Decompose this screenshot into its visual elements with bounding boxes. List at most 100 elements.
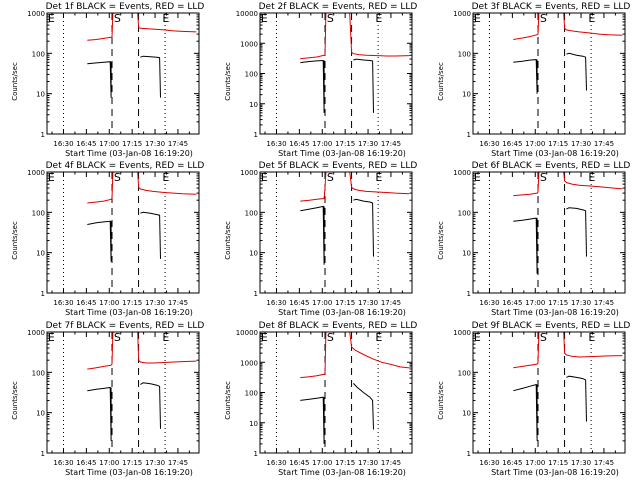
- y-tick-label: 10: [249, 250, 258, 258]
- y-axis-label: Counts/sec: [224, 62, 232, 101]
- x-tick-label: 17:45: [168, 459, 188, 467]
- x-tick-label: 16:30: [266, 299, 286, 307]
- y-axis-label: Counts/sec: [11, 62, 19, 101]
- attenuator-marker-s: S: [540, 171, 547, 184]
- y-tick-label: 1: [467, 131, 471, 139]
- attenuator-marker-s: S: [327, 331, 334, 344]
- x-tick-label: 17:30: [571, 459, 591, 467]
- attenuator-marker-s: S: [114, 331, 121, 344]
- x-tick-label: 17:00: [99, 299, 119, 307]
- y-tick-label: 10: [462, 410, 471, 418]
- attenuator-marker-e: E: [375, 12, 382, 25]
- x-tick-label: 17:15: [122, 299, 142, 307]
- y-axis-label: Counts/sec: [437, 62, 445, 101]
- y-tick-label: 100: [245, 71, 258, 79]
- y-tick-label: 10: [249, 420, 258, 428]
- panel-title: Det 8f BLACK = Events, RED = LLD: [259, 321, 418, 331]
- x-tick-label: 17:00: [312, 299, 332, 307]
- y-tick-label: 1000: [453, 329, 471, 337]
- y-tick-label: 1: [254, 131, 258, 139]
- x-tick-label: 16:30: [53, 299, 73, 307]
- x-tick-label: 16:45: [289, 299, 309, 307]
- attenuator-marker-e: E: [162, 171, 169, 184]
- y-tick-label: 1000: [240, 359, 258, 367]
- events-series-line: [353, 58, 374, 113]
- attenuator-marker-s: S: [114, 12, 121, 25]
- y-tick-label: 1000: [240, 40, 258, 48]
- panel-title: Det 9f BLACK = Events, RED = LLD: [472, 321, 631, 331]
- y-axis-label: Counts/sec: [437, 221, 445, 260]
- events-series-line: [300, 396, 325, 444]
- x-tick-label: 17:30: [358, 140, 378, 148]
- plot-frame: [46, 171, 200, 294]
- y-tick-label: 10000: [236, 10, 258, 18]
- lld-series-line: [347, 331, 410, 369]
- panel-det-5f: Det 5f BLACK = Events, RED = LLD 1 10 100 10…: [224, 161, 417, 317]
- y-tick-label: 1000: [240, 169, 258, 177]
- panel-det-9f: Det 9f BLACK = Events, RED = LLD 1 10 100 10…: [437, 321, 630, 477]
- attenuator-marker-e: E: [162, 331, 169, 344]
- x-tick-label: 16:45: [76, 140, 96, 148]
- y-tick-label: 100: [32, 209, 45, 217]
- plot-frame: [472, 12, 626, 135]
- x-tick-label: 16:30: [53, 459, 73, 467]
- panel-title: Det 1f BLACK = Events, RED = LLD: [46, 2, 205, 12]
- attenuator-marker-s: S: [540, 331, 547, 344]
- attenuator-marker-e: E: [474, 171, 481, 184]
- x-tick-label: 16:30: [53, 140, 73, 148]
- x-tick-label: 17:30: [145, 459, 165, 467]
- x-tick-label: 17:45: [381, 140, 401, 148]
- y-axis-label: Counts/sec: [11, 221, 19, 260]
- y-tick-label: 100: [245, 209, 258, 217]
- y-tick-label: 10: [36, 410, 45, 418]
- lld-series-line: [135, 171, 197, 195]
- y-tick-label: 1: [41, 131, 45, 139]
- panel-title: Det 4f BLACK = Events, RED = LLD: [46, 161, 205, 171]
- panel-det-8f: Det 8f BLACK = Events, RED = LLD 1 10 100 10…: [224, 321, 417, 477]
- lld-series-line: [135, 331, 197, 364]
- y-axis-label: Counts/sec: [224, 221, 232, 260]
- plot-frame: [259, 171, 413, 294]
- events-series-line: [87, 220, 112, 262]
- panel-title: Det 5f BLACK = Events, RED = LLD: [259, 161, 418, 171]
- events-series-line: [140, 211, 161, 259]
- y-tick-label: 1000: [27, 169, 45, 177]
- x-tick-label: 17:15: [122, 459, 142, 467]
- panel-title: Det 6f BLACK = Events, RED = LLD: [472, 161, 631, 171]
- x-tick-label: 16:45: [289, 140, 309, 148]
- x-tick-label: 17:30: [358, 299, 378, 307]
- x-tick-label: 17:45: [594, 140, 614, 148]
- attenuator-marker-e: E: [48, 331, 55, 344]
- lld-series-line: [347, 12, 410, 57]
- attenuator-marker-e: E: [588, 12, 595, 25]
- y-tick-label: 1000: [27, 10, 45, 18]
- x-tick-label: 16:30: [479, 299, 499, 307]
- plot-frame: [46, 12, 200, 135]
- x-tick-label: 17:00: [525, 140, 545, 148]
- x-tick-label: 17:15: [122, 140, 142, 148]
- attenuator-marker-e: E: [474, 331, 481, 344]
- events-series-line: [353, 383, 374, 430]
- x-tick-label: 16:45: [76, 459, 96, 467]
- x-tick-label: 16:45: [289, 459, 309, 467]
- x-axis-label: Start Time (03-Jan-08 16:19:20): [278, 308, 406, 317]
- y-tick-label: 100: [458, 209, 471, 217]
- events-series-line: [140, 382, 161, 429]
- y-tick-label: 1: [254, 290, 258, 298]
- attenuator-marker-s: S: [327, 171, 334, 184]
- y-tick-label: 10: [36, 91, 45, 99]
- y-tick-label: 10: [36, 250, 45, 258]
- events-series-line: [566, 207, 587, 257]
- x-tick-label: 17:00: [312, 459, 332, 467]
- y-tick-label: 1000: [453, 169, 471, 177]
- x-axis-label: Start Time (03-Jan-08 16:19:20): [491, 308, 619, 317]
- x-tick-label: 17:15: [548, 299, 568, 307]
- x-tick-label: 17:00: [312, 140, 332, 148]
- attenuator-marker-e: E: [48, 12, 55, 25]
- x-tick-label: 17:30: [571, 299, 591, 307]
- attenuator-marker-e: E: [588, 171, 595, 184]
- x-tick-label: 17:30: [145, 140, 165, 148]
- lld-series-line: [561, 171, 623, 190]
- x-axis-label: Start Time (03-Jan-08 16:19:20): [491, 149, 619, 158]
- plot-frame: [472, 171, 626, 294]
